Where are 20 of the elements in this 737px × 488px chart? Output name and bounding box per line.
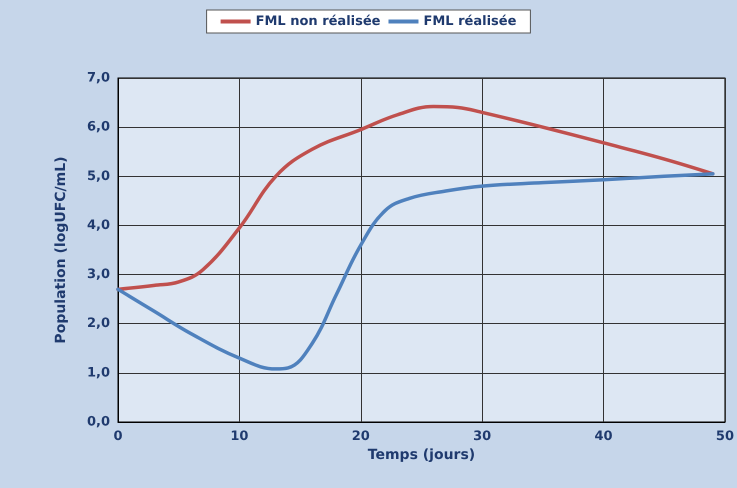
y-tick-label: 2,0 bbox=[86, 316, 110, 332]
x-tick-label: 20 bbox=[352, 429, 370, 444]
x-tick-label: 40 bbox=[594, 429, 613, 444]
legend-label: FML réalisée bbox=[423, 14, 517, 29]
x-axis-title: Temps (jours) bbox=[368, 446, 476, 463]
y-tick-label: 5,0 bbox=[86, 168, 110, 184]
line-series bbox=[116, 172, 715, 371]
y-tick-label: 3,0 bbox=[86, 267, 110, 282]
x-tick-label: 30 bbox=[473, 429, 492, 444]
y-tick-label: 4,0 bbox=[86, 218, 110, 233]
line-series bbox=[116, 104, 715, 292]
y-axis-title: Population (logUFC/mL) bbox=[53, 156, 69, 344]
x-tick-label: 50 bbox=[716, 429, 734, 444]
y-tick-label: 1,0 bbox=[86, 365, 110, 380]
y-tick-label: 6,0 bbox=[86, 120, 110, 135]
x-tick-label: 10 bbox=[230, 429, 248, 444]
legend-label: FML non réalisée bbox=[256, 14, 381, 29]
y-tick-label: 7,0 bbox=[86, 70, 110, 86]
x-tick-label: 0 bbox=[113, 429, 123, 444]
y-tick-label: 0,0 bbox=[86, 414, 110, 430]
